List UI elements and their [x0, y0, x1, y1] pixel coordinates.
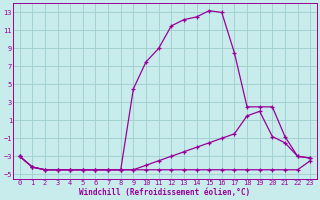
X-axis label: Windchill (Refroidissement éolien,°C): Windchill (Refroidissement éolien,°C)	[79, 188, 251, 197]
